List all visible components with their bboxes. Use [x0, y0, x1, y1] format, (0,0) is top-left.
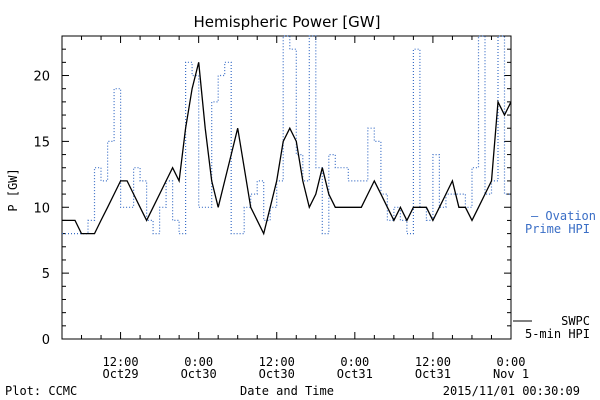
x-tick-label-date: Oct29 — [103, 367, 139, 381]
legend-swpc-line2: 5-min HPI — [525, 327, 590, 341]
x-tick-label-date: Oct31 — [337, 367, 373, 381]
x-tick-label-time: 0:00 — [340, 355, 369, 369]
x-tick-label-time: 12:00 — [415, 355, 451, 369]
y-tick-label: 0 — [42, 333, 50, 348]
x-axis-label: Date and Time — [240, 384, 334, 398]
y-tick-label: 15 — [33, 135, 50, 150]
x-tick-label-date: Nov 1 — [493, 367, 529, 381]
x-tick-label-date: Oct30 — [259, 367, 295, 381]
series-line-swpc — [62, 62, 512, 236]
x-tick-label-time: 12:00 — [259, 355, 295, 369]
plot-area — [61, 35, 512, 340]
legend-ovation-line2: Prime HPI — [525, 222, 590, 236]
x-tick-label-date: Oct31 — [415, 367, 451, 381]
chart-title: Hemispheric Power [GW] — [194, 13, 381, 31]
legend-swpc-line1: SWPC — [561, 314, 590, 328]
series-line-ovation — [62, 35, 511, 235]
x-tick-label-date: Oct30 — [181, 367, 217, 381]
y-tick-label: 20 — [33, 70, 50, 85]
plot-frame — [61, 35, 512, 340]
y-tick-label: 5 — [42, 267, 50, 282]
x-tick-label-time: 12:00 — [103, 355, 139, 369]
x-axis: 12:00Oct290:00Oct3012:00Oct300:00Oct3112… — [61, 36, 529, 381]
x-tick-label-time: 0:00 — [497, 355, 526, 369]
y-axis: 0 5 10 15 20 — [33, 35, 511, 348]
plot-credit: Plot: CCMC — [5, 384, 77, 398]
y-axis-label: P [GW] — [6, 168, 20, 211]
x-tick-label-time: 0:00 — [184, 355, 213, 369]
legend-ovation-line1: — Ovation — [531, 209, 596, 223]
series-layer — [62, 35, 512, 236]
plot-timestamp: 2015/11/01 00:30:09 — [443, 384, 580, 398]
series-ovation-prime-hpi — [62, 35, 511, 235]
y-tick-label: 10 — [33, 201, 50, 216]
series-swpc-5min-hpi — [62, 62, 512, 236]
